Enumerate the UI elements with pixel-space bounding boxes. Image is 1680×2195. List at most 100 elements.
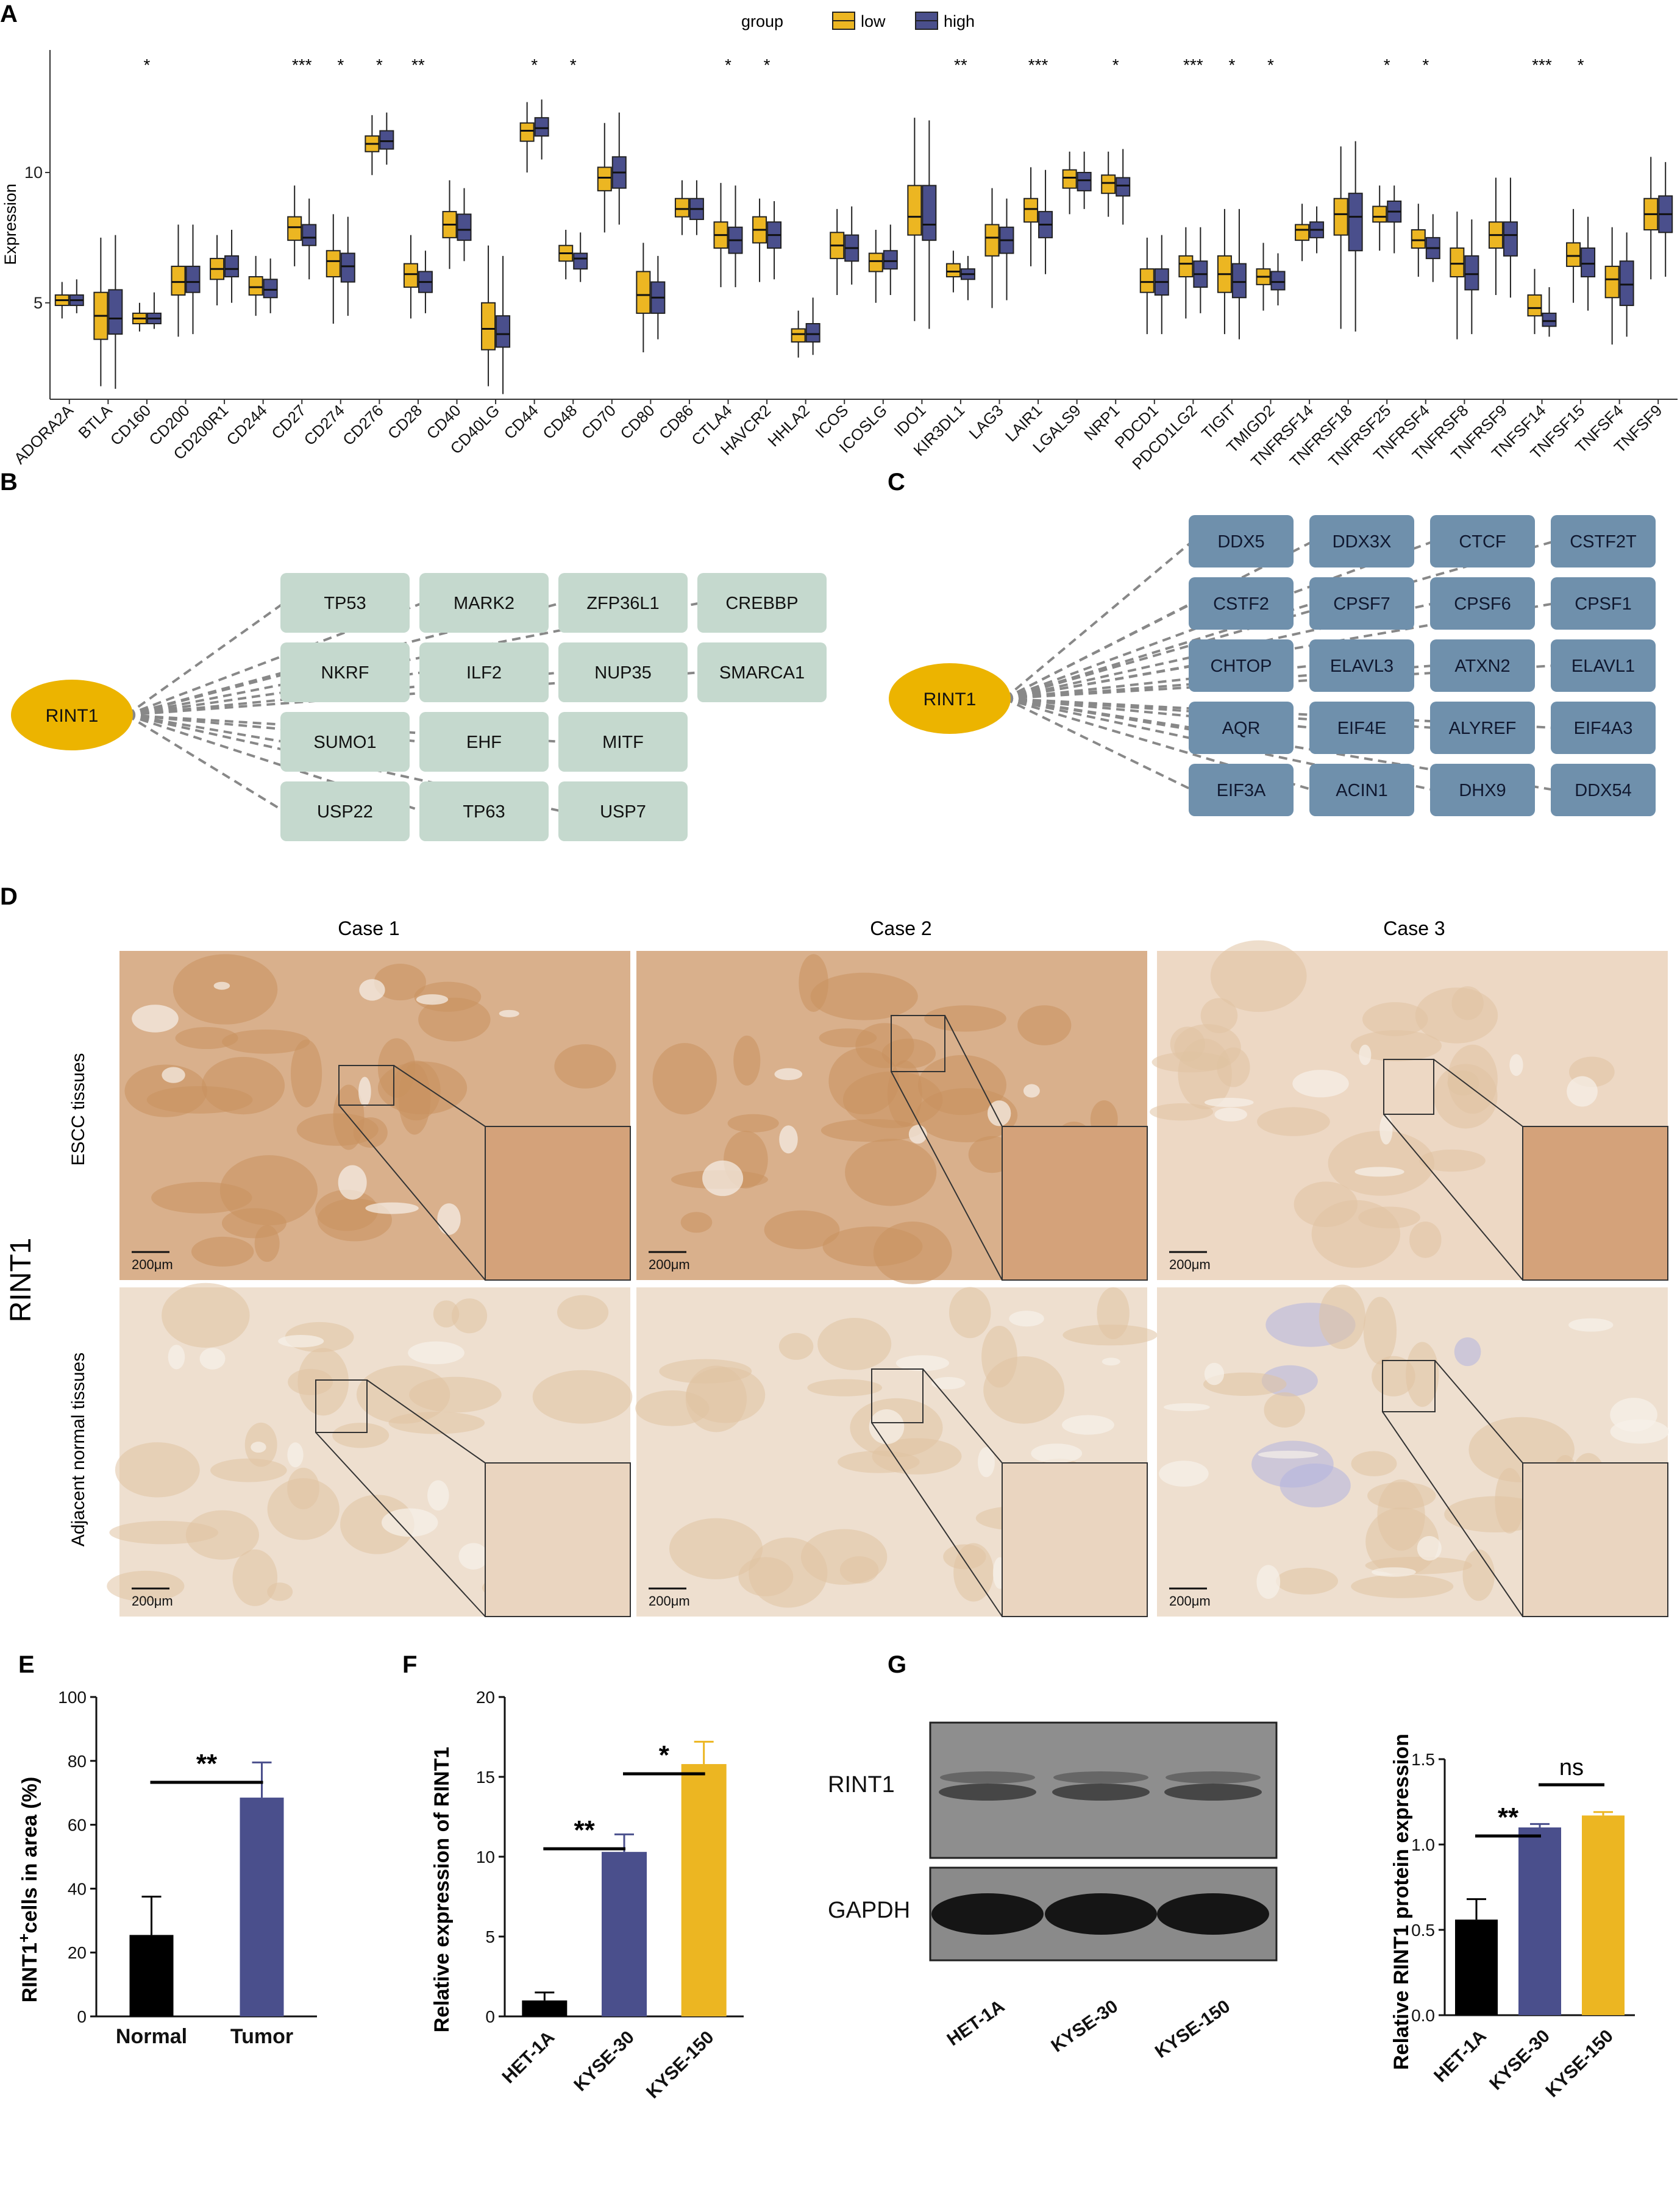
zoom-line (891, 1071, 1003, 1281)
tissue-texture (1419, 1149, 1486, 1172)
node-label: ALYREF (1449, 719, 1517, 738)
tissue-texture (1409, 1221, 1442, 1258)
node-label: CPSF7 (1333, 594, 1390, 614)
x-tick-label: HET-1A (1430, 2026, 1490, 2086)
tissue-texture (1217, 1047, 1250, 1087)
y-axis-label-e-sup: + (15, 1934, 33, 1943)
y-tick-label: 20 (68, 1943, 87, 1962)
tissue-texture (1350, 1030, 1442, 1062)
box-high (496, 315, 511, 348)
zoom-line (393, 1065, 486, 1127)
y-tick-label: 40 (68, 1879, 87, 1898)
tissue-texture (1362, 1002, 1428, 1036)
scale-bar-label: 200μm (1169, 1257, 1211, 1272)
tissue-texture (1367, 1482, 1436, 1510)
tissue-space (1379, 1114, 1393, 1145)
x-tick-label-a: CD28 (384, 401, 425, 443)
node-box (1189, 764, 1294, 816)
tissue-texture (418, 997, 491, 1042)
tissue-space (132, 1005, 179, 1033)
box-low (519, 122, 535, 142)
tissue-texture (842, 1071, 943, 1128)
node-box (1430, 577, 1535, 630)
box-low (984, 224, 1000, 257)
box-high (1270, 271, 1286, 291)
tissue-texture (1358, 1206, 1420, 1229)
node-box (1430, 515, 1535, 567)
tissue-space (338, 1165, 367, 1200)
x-tick-label-a: HHLA2 (764, 401, 813, 450)
zoom-line (922, 1368, 1003, 1464)
tissue-texture (1415, 987, 1498, 1044)
tissue-texture (288, 1368, 333, 1395)
box-low (326, 250, 341, 278)
network-edge (126, 671, 424, 716)
x-tick-label-a: ADORA2A (10, 401, 77, 468)
tissue-space (1163, 1403, 1210, 1412)
node-label: DDX5 (1217, 532, 1264, 552)
node-box (558, 712, 688, 772)
significance-mark-a: * (725, 55, 731, 74)
tissue-texture (291, 1039, 322, 1108)
node-label: CTCF (1459, 532, 1506, 552)
scale-bar-label: 200μm (1169, 1593, 1211, 1609)
node-box (419, 642, 549, 702)
tissue-texture (374, 963, 426, 1001)
tissue-texture (210, 1458, 287, 1482)
network-edge (1004, 664, 1555, 700)
tissue-texture (799, 954, 828, 1012)
node-label: DDX3X (1333, 532, 1392, 552)
node-label: MARK2 (454, 594, 514, 613)
node-box (1309, 515, 1414, 567)
blot-lane-label: HET-1A (944, 1996, 1008, 2050)
blot-lane-label: KYSE-30 (1048, 1996, 1122, 2057)
tissue-space (1258, 1450, 1319, 1459)
scale-bar-label: 200μm (649, 1593, 690, 1609)
legend-label-low: low (861, 12, 886, 30)
node-box (558, 573, 688, 633)
tissue-texture (1363, 1297, 1397, 1365)
box-high (108, 289, 123, 335)
tissue-space (458, 1543, 488, 1570)
y-axis-label-e: RINT1+cells in area (%) (15, 1777, 41, 2002)
y-axis-label-g: Relative RINT1 protein expression (1390, 1734, 1413, 2070)
box-high (1077, 171, 1092, 191)
node-label: AQR (1222, 719, 1261, 738)
rint1-node (11, 680, 133, 750)
y-axis-label-f: Relative expression of RINT1 (430, 1747, 454, 2033)
y-tick-label-a: 5 (34, 294, 43, 312)
tissue-texture (845, 1139, 937, 1206)
node-box (419, 712, 549, 772)
network-edge (1004, 664, 1193, 700)
significance-label: ** (196, 1749, 218, 1779)
x-tick-label: KYSE-150 (1542, 2026, 1617, 2102)
node-box (1309, 702, 1414, 754)
node-label: ATXN2 (1454, 656, 1510, 676)
band-rint1 (1164, 1784, 1262, 1801)
tissue-texture (1365, 1507, 1439, 1576)
node-label: NUP35 (594, 663, 652, 683)
tissue-space (427, 1480, 449, 1511)
blot-lane-label: KYSE-150 (1151, 1996, 1234, 2062)
tissue-space (1417, 1535, 1442, 1561)
x-tick-label-a: CD80 (616, 401, 658, 443)
tissue-space (1372, 1567, 1416, 1577)
network-edge (126, 671, 285, 716)
y-tick-label: 0 (485, 2007, 495, 2026)
node-box (1189, 639, 1294, 692)
bar (681, 1764, 727, 2016)
tissue-texture (949, 1287, 991, 1339)
significance-mark-a: * (337, 55, 344, 74)
y-axis-label-a: Expression (1, 183, 20, 265)
tissue-texture (267, 1478, 340, 1540)
node-label: TP63 (463, 802, 505, 822)
tissue-texture (1203, 1372, 1287, 1396)
node-label: EIF3A (1217, 781, 1266, 800)
scale-bar-label: 200μm (132, 1257, 173, 1272)
tissue-texture (340, 1495, 415, 1554)
tissue-space (1102, 1357, 1120, 1366)
case-2-label: Case 2 (870, 917, 931, 939)
tissue-texture (873, 1222, 952, 1284)
